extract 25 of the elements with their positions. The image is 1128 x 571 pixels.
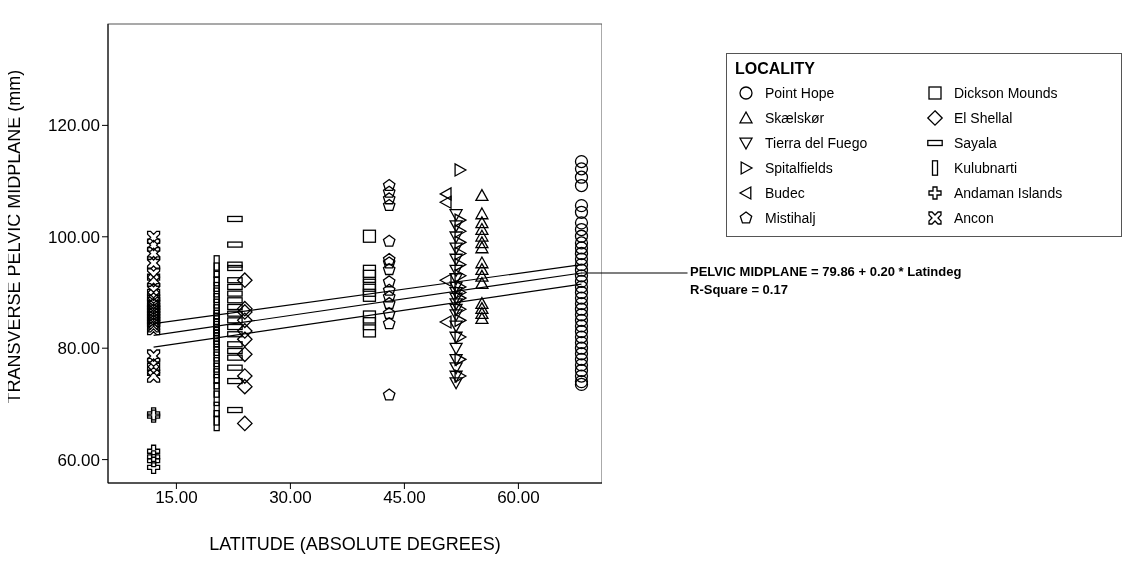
x-tick-label: 45.00 xyxy=(383,488,426,508)
legend-label: Mistihalj xyxy=(765,209,816,226)
legend-label: Ancon xyxy=(954,209,994,226)
y-tick-label: 100.00 xyxy=(48,227,100,247)
legend-label: Dickson Mounds xyxy=(954,84,1058,101)
legend-label: Andaman Islands xyxy=(954,184,1063,201)
y-axis-title: TRANSVERSE PELVIC MIDPLANE (mm) xyxy=(4,69,25,404)
legend-label: Sayala xyxy=(954,134,997,151)
x-tick-label: 60.00 xyxy=(497,488,540,508)
legend-label: Kulubnarti xyxy=(954,159,1018,176)
x-axis-title: LATITUDE (ABSOLUTE DEGREES) xyxy=(209,534,501,554)
legend-label: Tierra del Fuego xyxy=(765,134,868,151)
legend-label: Budec xyxy=(765,184,805,201)
x-tick-label: 30.00 xyxy=(269,488,312,508)
legend-label: Point Hope xyxy=(765,84,835,101)
annotation: PELVIC MIDPLANE = 79.86 + 0.20 * Latindeg xyxy=(690,263,962,281)
y-tick-label: 120.00 xyxy=(48,116,100,136)
legend-label: Spitalfields xyxy=(765,159,833,176)
y-tick-label: 60.00 xyxy=(57,450,100,470)
legend-label: El Shellal xyxy=(954,109,1013,126)
y-tick-label: 80.00 xyxy=(57,339,100,359)
legend-label: Skælskør xyxy=(765,109,825,126)
text: R-Square = 0.17 xyxy=(690,281,789,299)
legend-title: LOCALITY xyxy=(735,60,816,78)
x-tick-label: 15.00 xyxy=(155,488,198,508)
